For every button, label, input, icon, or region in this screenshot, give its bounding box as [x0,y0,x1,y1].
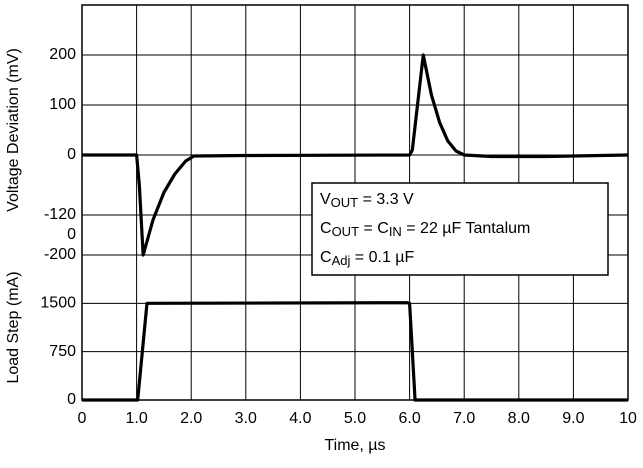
y-tick-label: -200 [44,246,76,263]
x-tick-label: 5.0 [344,410,366,427]
annotation-frame [311,182,609,276]
annotation-line: VOUT = 3.3 V [320,191,414,210]
y-axis-title: Voltage Deviation (mV) [5,48,22,212]
y-tick-label: 750 [49,343,76,360]
annotation-text: = 3.3 V [358,191,414,208]
x-tick-label: 6.0 [398,410,420,427]
y-tick-label: 100 [49,96,76,113]
x-tick-label: 2.0 [180,410,202,427]
plot-frame [81,4,629,401]
series-line [82,53,629,257]
x-tick-label: 10 [619,410,637,427]
subscript: OUT [332,224,360,239]
x-tick-label: 7.0 [453,410,475,427]
y-tick-label: -120 [44,206,76,223]
x-tick-label: 4.0 [289,410,311,427]
y-extra-label: 0 [67,226,76,243]
annotation-text: = 22 µF Tantalum [402,220,531,237]
x-axis-title: Time, µs [324,437,385,454]
y-axis-title: Load Step (mA) [5,271,22,383]
subscript: IN [389,224,402,239]
annotation-text: = 0.1 µF [350,249,414,266]
annotation-text: = C [359,220,389,237]
annotation-text: C [320,220,332,237]
subscript: Adj [332,253,351,268]
x-tick-label: 0 [78,410,87,427]
x-tick-label: 8.0 [508,410,530,427]
annotation-line: CAdj = 0.1 µF [320,249,415,268]
y-tick-label: 1500 [40,295,76,312]
annotation-text: C [320,249,332,266]
y-tick-label: 0 [67,146,76,163]
y-tick-label: 0 [67,391,76,408]
y-tick-label: 200 [49,46,76,63]
annotation-text: V [320,191,331,208]
x-tick-label: 3.0 [235,410,257,427]
subscript: OUT [331,195,359,210]
x-tick-label: 1.0 [125,410,147,427]
x-tick-label: 9.0 [562,410,584,427]
annotation-line: COUT = CIN = 22 µF Tantalum [320,220,530,239]
